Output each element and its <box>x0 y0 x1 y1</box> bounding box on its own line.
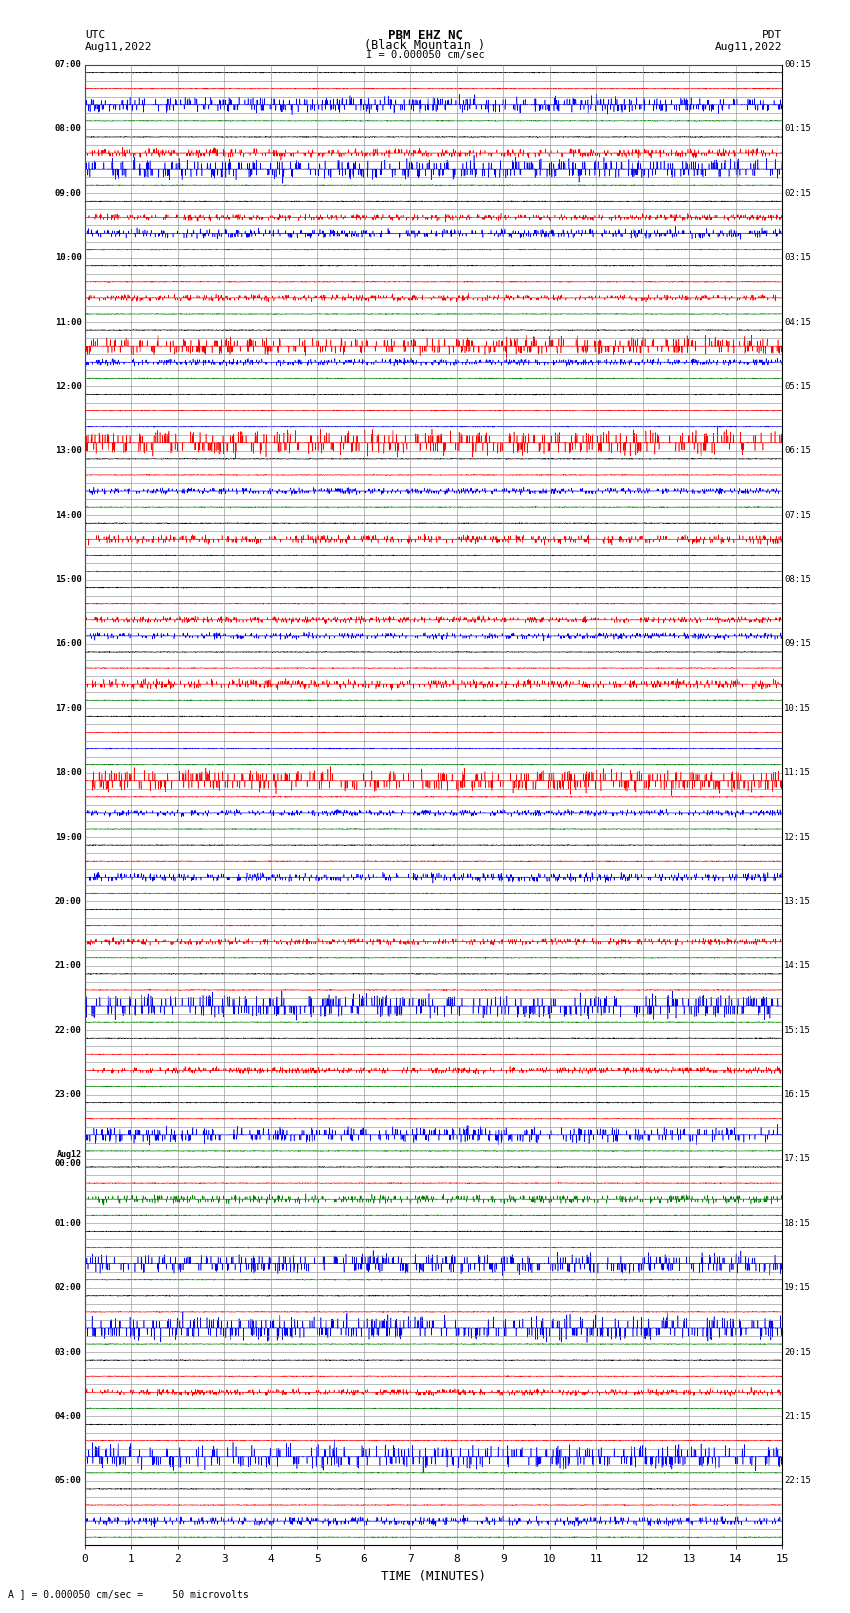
Text: 11:00: 11:00 <box>54 318 82 326</box>
Text: 00:15: 00:15 <box>784 60 811 69</box>
Text: 21:00: 21:00 <box>54 961 82 971</box>
Text: 20:15: 20:15 <box>784 1347 811 1357</box>
Text: 06:15: 06:15 <box>784 447 811 455</box>
Text: 17:15: 17:15 <box>784 1155 811 1163</box>
Text: 08:15: 08:15 <box>784 576 811 584</box>
Text: 13:15: 13:15 <box>784 897 811 907</box>
Text: (Black Mountain ): (Black Mountain ) <box>365 39 485 52</box>
Text: 09:00: 09:00 <box>54 189 82 198</box>
Text: 23:00: 23:00 <box>54 1090 82 1098</box>
Text: 14:00: 14:00 <box>54 511 82 519</box>
Text: UTC: UTC <box>85 31 105 40</box>
Text: 22:00: 22:00 <box>54 1026 82 1034</box>
Text: 22:15: 22:15 <box>784 1476 811 1486</box>
Text: 02:15: 02:15 <box>784 189 811 198</box>
Text: 00:00: 00:00 <box>54 1160 82 1168</box>
Text: 05:15: 05:15 <box>784 382 811 390</box>
Text: 18:15: 18:15 <box>784 1219 811 1227</box>
Text: 15:15: 15:15 <box>784 1026 811 1034</box>
Text: 10:15: 10:15 <box>784 703 811 713</box>
Text: 01:15: 01:15 <box>784 124 811 134</box>
Text: 12:00: 12:00 <box>54 382 82 390</box>
Text: Aug12: Aug12 <box>56 1150 82 1160</box>
Text: A ] = 0.000050 cm/sec =     50 microvolts: A ] = 0.000050 cm/sec = 50 microvolts <box>8 1589 249 1598</box>
Text: 04:00: 04:00 <box>54 1411 82 1421</box>
Text: I = 0.000050 cm/sec: I = 0.000050 cm/sec <box>366 50 484 60</box>
Text: 21:15: 21:15 <box>784 1411 811 1421</box>
Text: 09:15: 09:15 <box>784 639 811 648</box>
Text: 12:15: 12:15 <box>784 832 811 842</box>
Text: 14:15: 14:15 <box>784 961 811 971</box>
Text: 01:00: 01:00 <box>54 1219 82 1227</box>
Text: PBM EHZ NC: PBM EHZ NC <box>388 29 462 42</box>
Text: 18:00: 18:00 <box>54 768 82 777</box>
Text: 20:00: 20:00 <box>54 897 82 907</box>
Text: 13:00: 13:00 <box>54 447 82 455</box>
Text: Aug11,2022: Aug11,2022 <box>85 42 152 52</box>
Text: 04:15: 04:15 <box>784 318 811 326</box>
Text: 02:00: 02:00 <box>54 1284 82 1292</box>
Text: 03:15: 03:15 <box>784 253 811 263</box>
X-axis label: TIME (MINUTES): TIME (MINUTES) <box>381 1569 486 1582</box>
Text: 19:00: 19:00 <box>54 832 82 842</box>
Text: 05:00: 05:00 <box>54 1476 82 1486</box>
Text: Aug11,2022: Aug11,2022 <box>715 42 782 52</box>
Text: 07:00: 07:00 <box>54 60 82 69</box>
Text: 10:00: 10:00 <box>54 253 82 263</box>
Text: 15:00: 15:00 <box>54 576 82 584</box>
Text: 16:15: 16:15 <box>784 1090 811 1098</box>
Text: 08:00: 08:00 <box>54 124 82 134</box>
Text: 11:15: 11:15 <box>784 768 811 777</box>
Text: 16:00: 16:00 <box>54 639 82 648</box>
Text: 03:00: 03:00 <box>54 1347 82 1357</box>
Text: 07:15: 07:15 <box>784 511 811 519</box>
Text: 17:00: 17:00 <box>54 703 82 713</box>
Text: PDT: PDT <box>762 31 782 40</box>
Text: 19:15: 19:15 <box>784 1284 811 1292</box>
